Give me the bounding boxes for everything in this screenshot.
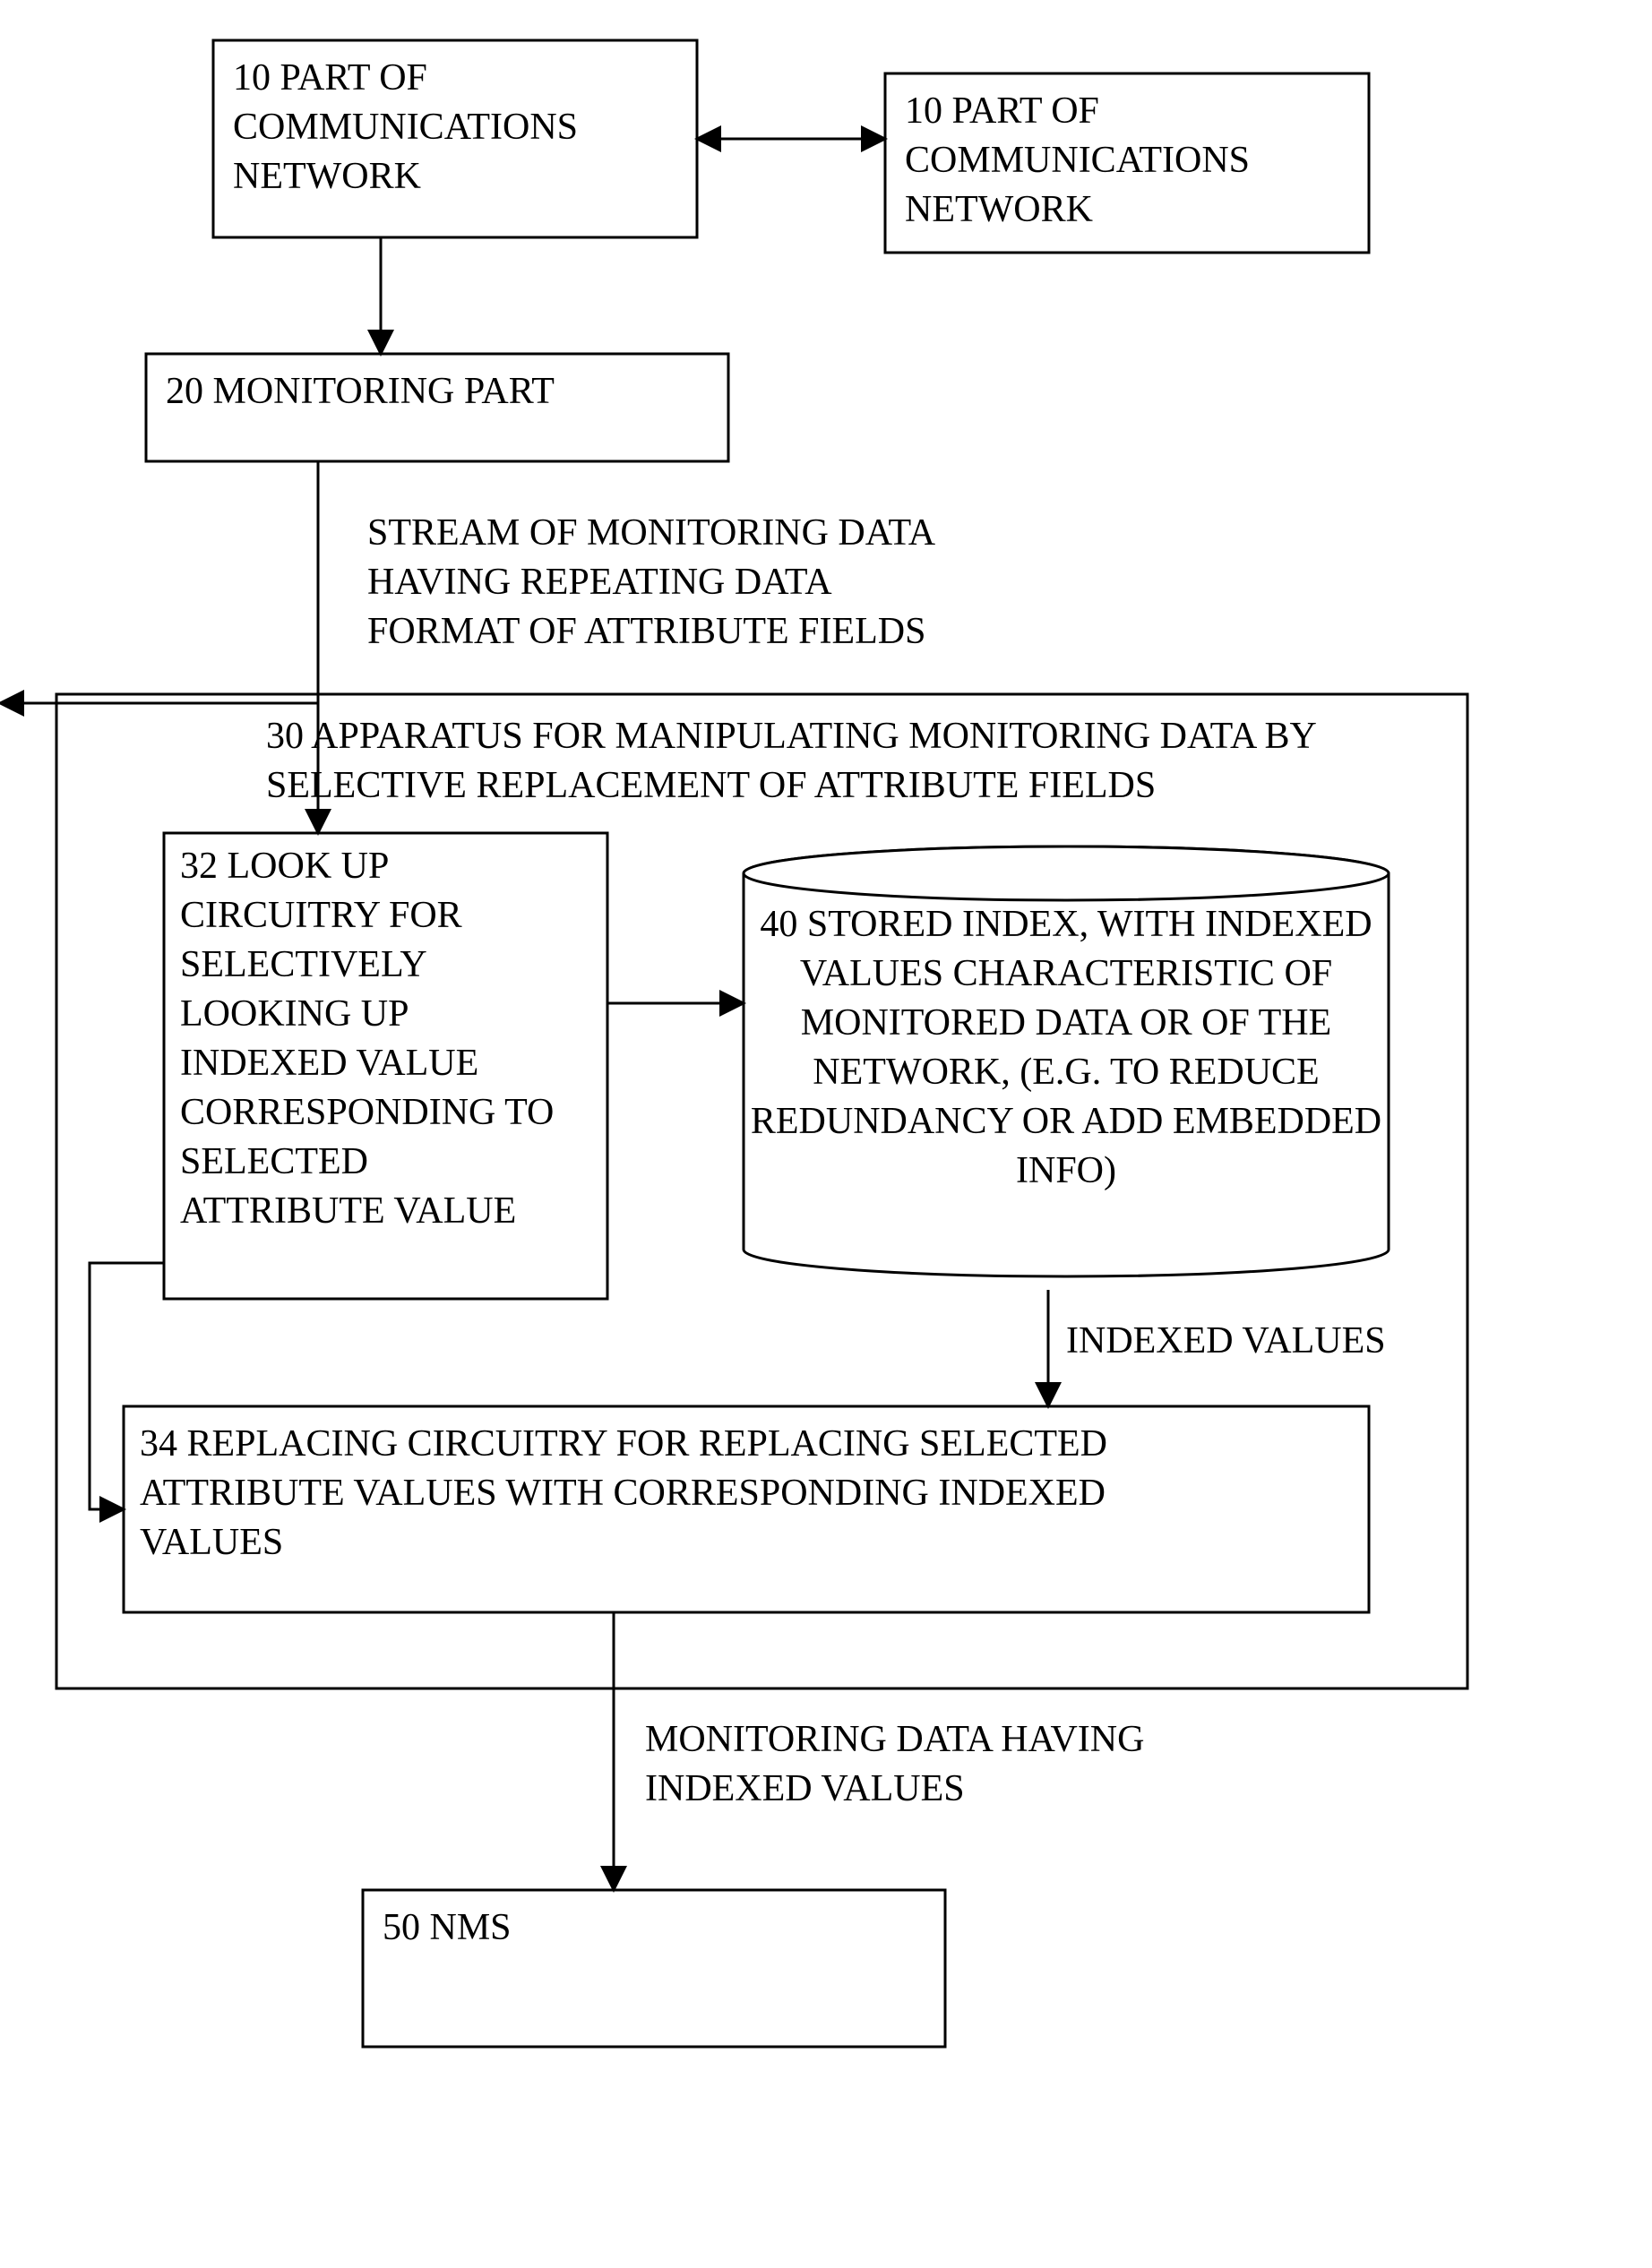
- text-block: 50 NMS: [383, 1907, 512, 1948]
- svg-text:SELECTED: SELECTED: [180, 1141, 368, 1182]
- svg-text:COMMUNICATIONS: COMMUNICATIONS: [233, 107, 578, 148]
- svg-text:VALUES CHARACTERISTIC OF: VALUES CHARACTERISTIC OF: [800, 953, 1332, 994]
- svg-text:HAVING REPEATING DATA: HAVING REPEATING DATA: [367, 562, 832, 603]
- svg-text:NETWORK: NETWORK: [233, 156, 421, 197]
- svg-text:SELECTIVELY: SELECTIVELY: [180, 944, 427, 985]
- svg-text:ATTRIBUTE VALUE: ATTRIBUTE VALUE: [180, 1190, 516, 1232]
- svg-text:INDEXED VALUES: INDEXED VALUES: [645, 1768, 965, 1809]
- svg-text:34 REPLACING CIRCUITRY FOR REP: 34 REPLACING CIRCUITRY FOR REPLACING SEL…: [140, 1423, 1107, 1465]
- svg-text:SELECTIVE REPLACEMENT OF ATTRI: SELECTIVE REPLACEMENT OF ATTRIBUTE FIELD…: [266, 765, 1156, 806]
- svg-text:10 PART OF: 10 PART OF: [233, 57, 427, 99]
- text-block: MONITORING DATA HAVING INDEXED VALUES: [645, 1719, 1144, 1809]
- svg-text:LOOKING UP: LOOKING UP: [180, 993, 409, 1035]
- svg-text:INDEXED VALUE: INDEXED VALUE: [180, 1043, 478, 1084]
- svg-text:INFO): INFO): [1016, 1150, 1116, 1191]
- svg-text:NETWORK: NETWORK: [905, 189, 1093, 230]
- svg-text:30 APPARATUS FOR MANIPULATING: 30 APPARATUS FOR MANIPULATING MONITORING…: [266, 716, 1317, 757]
- svg-text:10 PART OF: 10 PART OF: [905, 90, 1099, 132]
- svg-text:FORMAT OF ATTRIBUTE FIELDS: FORMAT OF ATTRIBUTE FIELDS: [367, 611, 925, 652]
- svg-text:50 NMS: 50 NMS: [383, 1907, 512, 1948]
- svg-text:ATTRIBUTE VALUES WITH CORRESPO: ATTRIBUTE VALUES WITH CORRESPONDING INDE…: [140, 1473, 1106, 1514]
- svg-text:MONITORED DATA OR OF THE: MONITORED DATA OR OF THE: [801, 1002, 1331, 1044]
- text-block: INDEXED VALUES: [1066, 1320, 1386, 1362]
- svg-text:32 LOOK UP: 32 LOOK UP: [180, 846, 389, 887]
- svg-text:CIRCUITRY FOR: CIRCUITRY FOR: [180, 895, 462, 936]
- svg-text:NETWORK, (E.G. TO REDUCE: NETWORK, (E.G. TO REDUCE: [813, 1052, 1319, 1093]
- svg-text:REDUNDANCY OR ADD EMBEDDED: REDUNDANCY OR ADD EMBEDDED: [751, 1101, 1381, 1142]
- svg-text:STREAM OF MONITORING DATA: STREAM OF MONITORING DATA: [367, 512, 936, 554]
- text-block: 20 MONITORING PART: [166, 371, 555, 412]
- text-block: STREAM OF MONITORING DATA HAVING REPEATIN…: [367, 512, 936, 652]
- svg-text:CORRESPONDING TO: CORRESPONDING TO: [180, 1092, 554, 1133]
- svg-text:MONITORING DATA HAVING: MONITORING DATA HAVING: [645, 1719, 1144, 1760]
- svg-text:VALUES: VALUES: [140, 1522, 283, 1563]
- svg-text:COMMUNICATIONS: COMMUNICATIONS: [905, 140, 1250, 181]
- svg-text:40 STORED INDEX, WITH INDEXED: 40 STORED INDEX, WITH INDEXED: [760, 904, 1372, 945]
- svg-text:INDEXED VALUES: INDEXED VALUES: [1066, 1320, 1386, 1362]
- svg-text:20 MONITORING PART: 20 MONITORING PART: [166, 371, 555, 412]
